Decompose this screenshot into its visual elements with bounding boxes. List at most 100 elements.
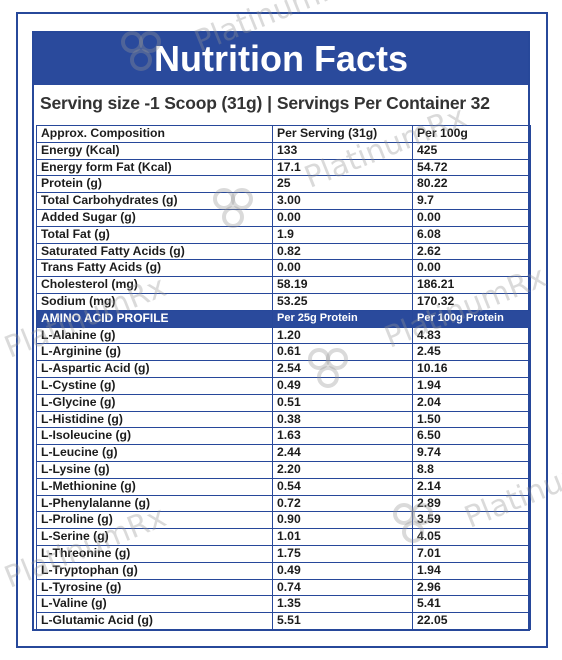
table-header-row: Approx. Composition Per Serving (31g) Pe… bbox=[36, 125, 531, 143]
per-25g-value: 0.90 bbox=[272, 511, 413, 530]
per-100g-value: 4.05 bbox=[412, 528, 531, 546]
per-100g-value: 170.32 bbox=[412, 292, 531, 311]
table-row: L-Methionine (g) 0.54 2.14 bbox=[36, 477, 531, 496]
table-row: L-Histidine (g) 0.38 1.50 bbox=[36, 410, 531, 429]
servings-per-container: Servings Per Container 32 bbox=[276, 93, 490, 113]
table-row: Cholesterol (mg) 58.19 186.21 bbox=[36, 276, 531, 294]
table-row: L-Glycine (g) 0.51 2.04 bbox=[36, 393, 531, 412]
per-25g-value: 0.74 bbox=[272, 578, 413, 597]
amino-header-title: AMINO ACID PROFILE bbox=[36, 309, 273, 328]
per-100g-value: 54.72 bbox=[412, 158, 531, 177]
per-100g-value: 9.7 bbox=[412, 192, 531, 210]
amino-acid-name: L-Isoleucine (g) bbox=[36, 427, 273, 446]
per-25g-value: 0.49 bbox=[272, 376, 413, 395]
table-row: L-Isoleucine (g) 1.63 6.50 bbox=[36, 427, 531, 446]
per-serving-value: 0.00 bbox=[272, 208, 413, 227]
nutrition-table: Approx. Composition Per Serving (31g) Pe… bbox=[36, 125, 531, 630]
per-100g-value: 7.01 bbox=[412, 544, 531, 563]
per-25g-value: 0.54 bbox=[272, 477, 413, 496]
table-row: Added Sugar (g) 0.00 0.00 bbox=[36, 208, 531, 227]
table-row: Trans Fatty Acids (g) 0.00 0.00 bbox=[36, 259, 531, 278]
amino-acid-name: L-Alanine (g) bbox=[36, 326, 273, 345]
table-row: L-Arginine (g) 0.61 2.45 bbox=[36, 343, 531, 362]
table-row: Energy form Fat (Kcal) 17.1 54.72 bbox=[36, 158, 531, 177]
per-100g-value: 22.05 bbox=[412, 612, 531, 630]
per-100g-value: 186.21 bbox=[412, 276, 531, 294]
per-25g-value: 0.38 bbox=[272, 410, 413, 429]
table-row: Total Fat (g) 1.9 6.08 bbox=[36, 225, 531, 244]
table-row: L-Serine (g) 1.01 4.05 bbox=[36, 528, 531, 546]
table-row: L-Alanine (g) 1.20 4.83 bbox=[36, 326, 531, 345]
table-row: L-Phenylalanne (g) 0.72 2.89 bbox=[36, 494, 531, 513]
header-composition: Approx. Composition bbox=[36, 125, 273, 143]
per-25g-value: 0.72 bbox=[272, 494, 413, 513]
per-serving-value: 133 bbox=[272, 141, 413, 160]
table-row: L-Tyrosine (g) 0.74 2.96 bbox=[36, 578, 531, 597]
table-row: L-Leucine (g) 2.44 9.74 bbox=[36, 444, 531, 462]
nutrient-name: Trans Fatty Acids (g) bbox=[36, 259, 273, 278]
per-serving-value: 25 bbox=[272, 175, 413, 194]
per-100g-value: 1.94 bbox=[412, 376, 531, 395]
per-100g-value: 80.22 bbox=[412, 175, 531, 194]
amino-acid-name: L-Valine (g) bbox=[36, 595, 273, 614]
per-25g-value: 1.01 bbox=[272, 528, 413, 546]
table-row: Protein (g) 25 80.22 bbox=[36, 175, 531, 194]
table-row: L-Aspartic Acid (g) 2.54 10.16 bbox=[36, 360, 531, 378]
per-100g-value: 10.16 bbox=[412, 360, 531, 378]
per-100g-value: 1.94 bbox=[412, 561, 531, 580]
per-serving-value: 0.82 bbox=[272, 242, 413, 261]
per-serving-value: 53.25 bbox=[272, 292, 413, 311]
per-100g-value: 1.50 bbox=[412, 410, 531, 429]
table-row: Energy (Kcal) 133 425 bbox=[36, 141, 531, 160]
nutrient-name: Total Fat (g) bbox=[36, 225, 273, 244]
per-25g-value: 0.49 bbox=[272, 561, 413, 580]
per-100g-value: 2.96 bbox=[412, 578, 531, 597]
amino-acid-name: L-Aspartic Acid (g) bbox=[36, 360, 273, 378]
per-100g-value: 9.74 bbox=[412, 444, 531, 462]
nutrient-name: Added Sugar (g) bbox=[36, 208, 273, 227]
nutrient-name: Protein (g) bbox=[36, 175, 273, 194]
per-100g-value: 6.08 bbox=[412, 225, 531, 244]
amino-acid-name: L-Cystine (g) bbox=[36, 376, 273, 395]
per-100g-value: 425 bbox=[412, 141, 531, 160]
amino-acid-name: L-Proline (g) bbox=[36, 511, 273, 530]
table-row: L-Proline (g) 0.90 3.59 bbox=[36, 511, 531, 530]
per-100g-value: 2.45 bbox=[412, 343, 531, 362]
per-25g-value: 1.20 bbox=[272, 326, 413, 345]
table-row: L-Lysine (g) 2.20 8.8 bbox=[36, 460, 531, 479]
amino-header-per-25g: Per 25g Protein bbox=[272, 309, 413, 328]
table-row: Saturated Fatty Acids (g) 0.82 2.62 bbox=[36, 242, 531, 261]
amino-acid-name: L-Tyrosine (g) bbox=[36, 578, 273, 597]
nutrition-title: Nutrition Facts bbox=[34, 33, 528, 85]
per-serving-value: 58.19 bbox=[272, 276, 413, 294]
amino-acid-name: L-Methionine (g) bbox=[36, 477, 273, 496]
per-100g-value: 4.83 bbox=[412, 326, 531, 345]
nutrient-name: Cholesterol (mg) bbox=[36, 276, 273, 294]
table-row: L-Glutamic Acid (g) 5.51 22.05 bbox=[36, 612, 531, 630]
per-serving-value: 1.9 bbox=[272, 225, 413, 244]
header-per-100g: Per 100g bbox=[412, 125, 531, 143]
per-100g-value: 0.00 bbox=[412, 259, 531, 278]
per-25g-value: 2.20 bbox=[272, 460, 413, 479]
nutrient-name: Total Carbohydrates (g) bbox=[36, 192, 273, 210]
amino-acid-name: L-Tryptophan (g) bbox=[36, 561, 273, 580]
per-25g-value: 1.35 bbox=[272, 595, 413, 614]
per-25g-value: 2.44 bbox=[272, 444, 413, 462]
amino-acid-name: L-Lysine (g) bbox=[36, 460, 273, 479]
per-serving-value: 17.1 bbox=[272, 158, 413, 177]
nutrient-name: Sodium (mg) bbox=[36, 292, 273, 311]
per-100g-value: 5.41 bbox=[412, 595, 531, 614]
amino-acid-name: L-Threonine (g) bbox=[36, 544, 273, 563]
serving-separator: | bbox=[267, 93, 272, 113]
table-row: Sodium (mg) 53.25 170.32 bbox=[36, 292, 531, 311]
per-25g-value: 1.63 bbox=[272, 427, 413, 446]
table-row: L-Valine (g) 1.35 5.41 bbox=[36, 595, 531, 614]
per-25g-value: 1.75 bbox=[272, 544, 413, 563]
amino-acid-name: L-Histidine (g) bbox=[36, 410, 273, 429]
per-100g-value: 8.8 bbox=[412, 460, 531, 479]
table-row: Total Carbohydrates (g) 3.00 9.7 bbox=[36, 192, 531, 210]
per-100g-value: 3.59 bbox=[412, 511, 531, 530]
per-25g-value: 2.54 bbox=[272, 360, 413, 378]
amino-acid-name: L-Serine (g) bbox=[36, 528, 273, 546]
table-row: L-Threonine (g) 1.75 7.01 bbox=[36, 544, 531, 563]
